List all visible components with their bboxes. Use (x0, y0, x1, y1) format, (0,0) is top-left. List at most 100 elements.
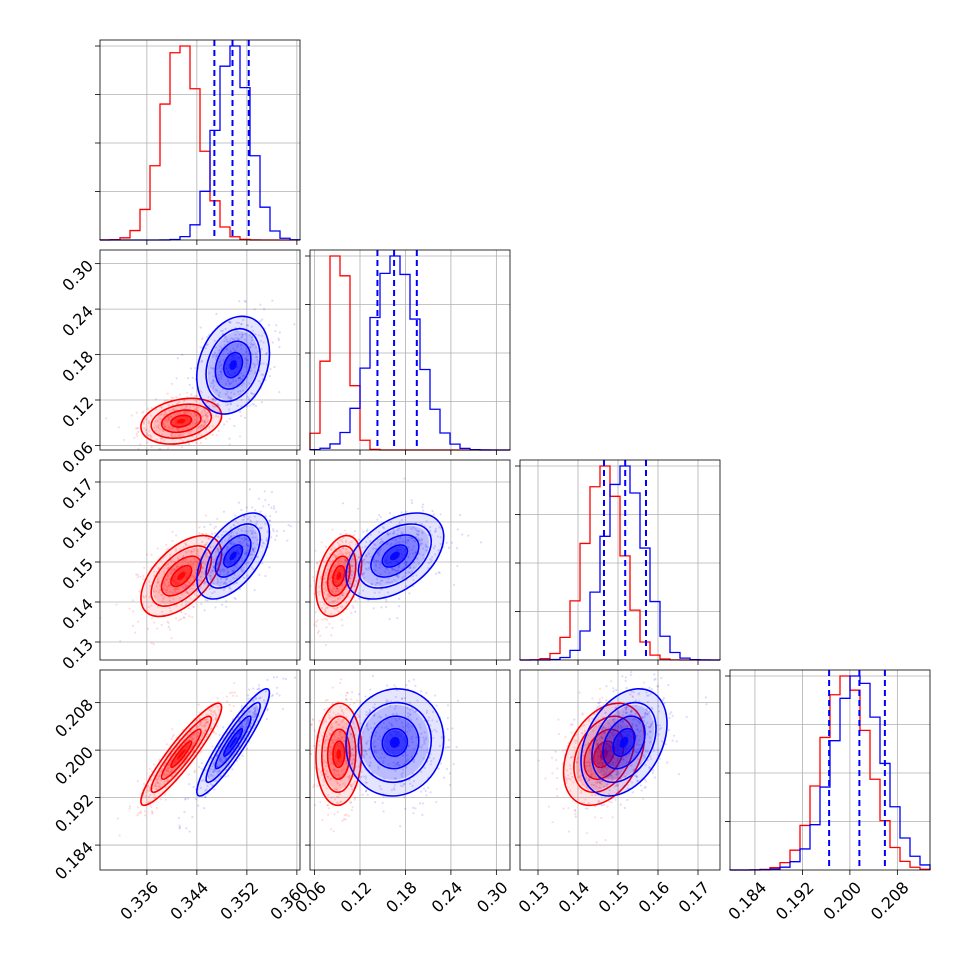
scatter-point (198, 723, 201, 727)
scatter-point (171, 539, 174, 543)
scatter-point (244, 530, 247, 533)
scatter-point (238, 376, 242, 379)
scatter-point (421, 530, 424, 534)
scatter-point (211, 745, 214, 748)
scatter-point (429, 560, 432, 564)
scatter-point (199, 389, 202, 393)
scatter-point (610, 801, 613, 804)
scatter-point (253, 515, 257, 518)
scatter-point (419, 544, 422, 547)
scatter-point (220, 758, 223, 761)
scatter-point (328, 714, 331, 717)
scatter-point (361, 731, 364, 734)
scatter-point (254, 371, 257, 374)
scatter-point (167, 621, 170, 625)
scatter-point (250, 325, 253, 328)
scatter-point (275, 534, 278, 537)
scatter-point (179, 433, 182, 436)
scatter-point (397, 761, 400, 764)
scatter-point (239, 725, 242, 728)
scatter-point (329, 734, 332, 737)
scatter-point (208, 413, 211, 416)
scatter-point (172, 452, 174, 454)
scatter-point (636, 734, 639, 737)
scatter-point (247, 694, 250, 697)
scatter-point (621, 714, 624, 717)
scatter-point (225, 548, 228, 551)
scatter-point (611, 816, 614, 819)
scatter-point (635, 724, 639, 728)
scatter-point (381, 752, 384, 755)
scatter-point (172, 567, 175, 570)
scatter-point (200, 391, 203, 394)
scatter-point (218, 769, 221, 772)
scatter-point (248, 515, 251, 519)
scatter-point (592, 729, 595, 732)
scatter-point (260, 538, 263, 541)
scatter-point (197, 703, 200, 706)
scatter-point (374, 584, 377, 587)
scatter-point (414, 527, 417, 530)
scatter-point (228, 382, 231, 386)
scatter-point (396, 761, 399, 765)
scatter-point (182, 554, 185, 557)
scatter-point (434, 553, 437, 556)
scatter-point (396, 763, 399, 766)
scatter-point (664, 743, 667, 746)
scatter-point (206, 599, 209, 602)
scatter-point (328, 552, 331, 556)
scatter-point (240, 336, 243, 339)
scatter-point (330, 546, 333, 549)
scatter-point (435, 800, 438, 804)
scatter-point (253, 710, 256, 713)
scatter-point (387, 728, 390, 731)
scatter-point (426, 748, 429, 751)
scatter-point (354, 563, 357, 566)
scatter-point (212, 569, 215, 573)
scatter-point (191, 605, 194, 608)
scatter-point (368, 561, 371, 565)
scatter-point (373, 714, 376, 718)
scatter-point (615, 783, 618, 786)
scatter-point (420, 790, 423, 793)
scatter-point (218, 758, 221, 761)
scatter-point (218, 758, 222, 761)
scatter-point (610, 731, 613, 734)
scatter-point (330, 561, 333, 564)
scatter-point (608, 774, 611, 777)
scatter-point (259, 303, 262, 306)
scatter-point (420, 732, 423, 735)
scatter-point (459, 514, 462, 517)
scatter-point (600, 736, 603, 739)
scatter-point (216, 548, 220, 551)
scatter-point (380, 716, 383, 719)
scatter-point (642, 720, 645, 723)
scatter-point (225, 404, 228, 407)
scatter-point (253, 547, 256, 550)
scatter-point (196, 406, 200, 409)
scatter-point (629, 755, 633, 758)
contour-line (214, 534, 252, 578)
scatter-point (388, 512, 392, 515)
scatter-point (134, 427, 138, 430)
scatter-point (636, 747, 639, 751)
scatter-point (247, 544, 250, 547)
scatter-point (157, 591, 161, 594)
scatter-point (201, 734, 204, 738)
scatter-point (378, 735, 381, 738)
scatter-point (429, 529, 432, 533)
scatter-point (214, 732, 217, 735)
scatter-point (427, 546, 430, 549)
scatter-point (595, 740, 598, 743)
scatter-point (648, 710, 651, 713)
scatter-point (270, 490, 274, 494)
scatter-point (172, 591, 175, 595)
scatter-point (604, 711, 607, 715)
scatter-point (605, 783, 609, 786)
scatter-point (237, 501, 241, 504)
scatter-point (156, 581, 159, 584)
scatter-point (189, 560, 192, 563)
scatter-point (183, 407, 186, 410)
scatter-point (286, 539, 289, 542)
scatter-point (233, 596, 236, 600)
